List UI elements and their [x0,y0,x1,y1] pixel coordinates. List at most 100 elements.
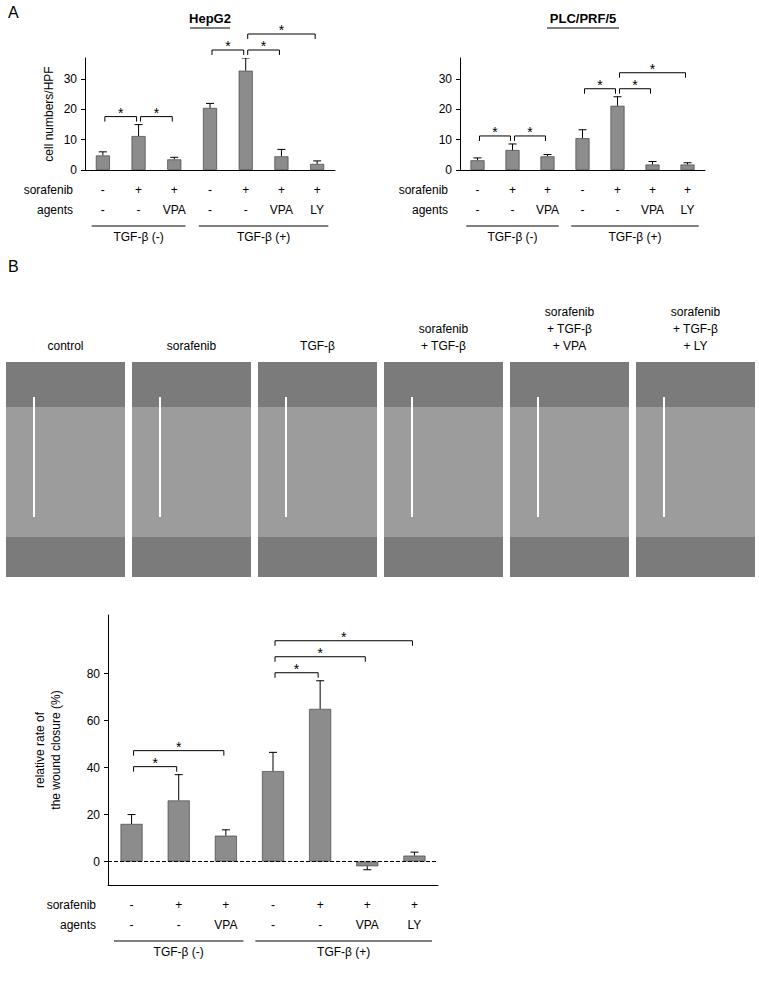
svg-text:*: * [261,38,267,54]
svg-text:*: * [317,645,323,661]
svg-text:agents: agents [412,203,448,217]
svg-text:sorafenib: sorafenib [671,305,721,319]
svg-text:+: + [135,183,142,197]
svg-text:+: + [614,183,621,197]
svg-text:*: * [650,61,656,77]
svg-text:-: - [271,898,275,912]
svg-text:+: + [278,183,285,197]
svg-text:LY: LY [681,203,695,217]
svg-text:*: * [527,124,533,140]
svg-text:-: - [208,183,212,197]
svg-text:control: control [47,339,83,353]
svg-text:-: - [511,203,515,217]
svg-text:*: * [176,739,182,755]
svg-text:VPA: VPA [356,918,379,932]
svg-text:agents: agents [37,203,73,217]
svg-text:20: 20 [439,102,453,116]
svg-text:A: A [8,4,19,21]
svg-text:-: - [137,203,141,217]
svg-text:VPA: VPA [163,203,186,217]
svg-text:-: - [581,183,585,197]
svg-text:-: - [130,918,134,932]
svg-text:10: 10 [439,133,453,147]
svg-text:-: - [101,183,105,197]
svg-text:sorafenib: sorafenib [24,183,74,197]
svg-text:*: * [632,77,638,93]
svg-text:-: - [318,918,322,932]
svg-text:LY: LY [310,203,324,217]
svg-text:+ LY: + LY [683,339,707,353]
svg-text:-: - [476,183,480,197]
svg-text:*: * [152,755,158,771]
svg-text:agents: agents [60,918,96,932]
svg-text:30: 30 [439,72,453,86]
svg-text:+: + [314,183,321,197]
svg-text:TGF-β (-): TGF-β (-) [154,945,204,959]
svg-text:0: 0 [70,163,77,177]
svg-text:*: * [492,124,498,140]
svg-text:+: + [411,898,418,912]
svg-text:+ TGF-β: + TGF-β [673,322,718,336]
svg-text:VPA: VPA [536,203,559,217]
svg-text:80: 80 [87,667,101,681]
svg-text:the wound closure (%): the wound closure (%) [49,690,63,809]
svg-text:+: + [364,898,371,912]
svg-text:-: - [244,203,248,217]
svg-text:*: * [597,77,603,93]
svg-text:TGF-β (-): TGF-β (-) [113,230,163,244]
svg-text:*: * [225,38,231,54]
svg-text:+: + [544,183,551,197]
svg-text:VPA: VPA [641,203,664,217]
svg-text:sorafenib: sorafenib [167,339,217,353]
svg-text:60: 60 [87,714,101,728]
svg-text:TGF-β (+): TGF-β (+) [608,230,661,244]
svg-text:-: - [476,203,480,217]
svg-text:-: - [130,898,134,912]
svg-text:*: * [154,105,160,121]
svg-text:VPA: VPA [270,203,293,217]
svg-text:+: + [509,183,516,197]
svg-text:PLC/PRF/5: PLC/PRF/5 [550,11,616,26]
svg-text:+: + [171,183,178,197]
svg-text:HepG2: HepG2 [189,11,231,26]
svg-text:LY: LY [408,918,422,932]
svg-text:10: 10 [64,133,78,147]
svg-text:20: 20 [64,102,78,116]
svg-text:+ TGF-β: + TGF-β [547,322,592,336]
svg-text:0: 0 [445,163,452,177]
svg-text:+: + [684,183,691,197]
svg-text:+: + [222,898,229,912]
svg-text:*: * [279,22,285,38]
svg-text:+: + [242,183,249,197]
svg-text:40: 40 [87,761,101,775]
svg-text:TGF-β (-): TGF-β (-) [487,230,537,244]
svg-text:-: - [177,918,181,932]
svg-text:TGF-β: TGF-β [300,339,335,353]
svg-text:VPA: VPA [214,918,237,932]
svg-text:0: 0 [93,855,100,869]
svg-text:+: + [317,898,324,912]
svg-text:+: + [175,898,182,912]
svg-text:cell numbers/HPF: cell numbers/HPF [42,66,56,161]
svg-text:TGF-β (+): TGF-β (+) [237,230,290,244]
svg-text:20: 20 [87,808,101,822]
svg-text:30: 30 [64,72,78,86]
svg-text:-: - [208,203,212,217]
svg-text:sorafenib: sorafenib [47,898,97,912]
svg-text:-: - [581,203,585,217]
svg-text:sorafenib: sorafenib [419,322,469,336]
svg-text:TGF-β (+): TGF-β (+) [317,945,370,959]
svg-text:relative rate of: relative rate of [33,711,47,788]
svg-text:-: - [271,918,275,932]
svg-text:-: - [101,203,105,217]
svg-text:+ VPA: + VPA [553,339,586,353]
svg-text:+ TGF-β: + TGF-β [421,339,466,353]
svg-text:+: + [649,183,656,197]
svg-text:sorafenib: sorafenib [545,305,595,319]
svg-text:*: * [341,629,347,645]
svg-text:-: - [616,203,620,217]
svg-text:*: * [118,105,124,121]
svg-text:*: * [294,661,300,677]
svg-text:B: B [8,258,19,275]
svg-text:sorafenib: sorafenib [399,183,449,197]
